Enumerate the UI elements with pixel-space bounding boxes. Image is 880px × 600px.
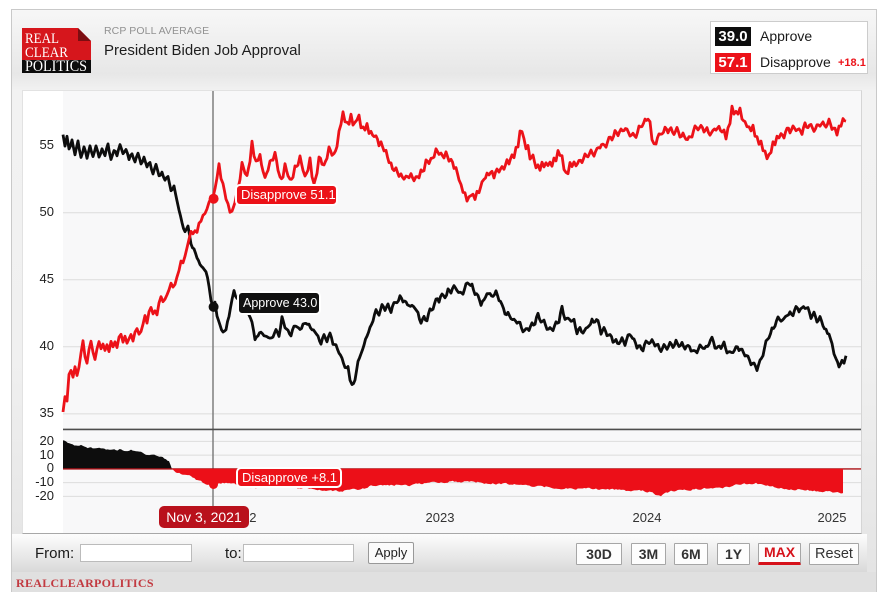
- svg-text:POLITICS: POLITICS: [25, 58, 87, 73]
- svg-text:CLEAR: CLEAR: [25, 45, 68, 61]
- svg-text:REAL: REAL: [25, 31, 59, 47]
